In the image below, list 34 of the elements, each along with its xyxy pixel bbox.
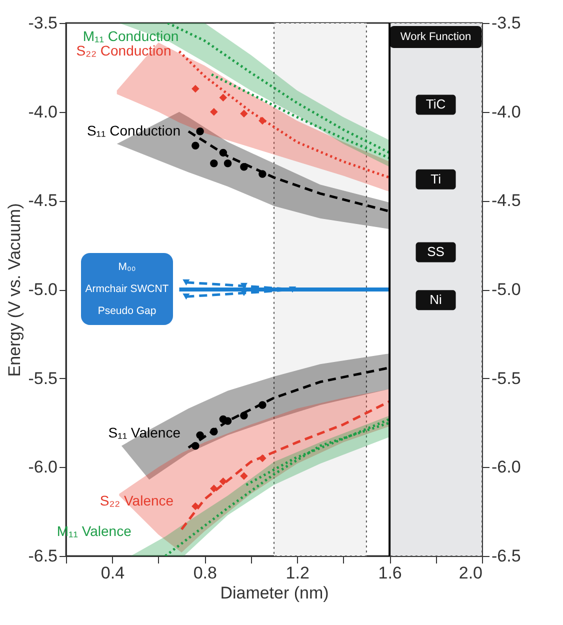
x-tick-label: 1.6 xyxy=(378,564,402,582)
x-tick-label: 0.4 xyxy=(100,564,125,582)
y2-tick-label: -6.5 xyxy=(492,546,521,566)
annotation: SS xyxy=(427,244,445,260)
y-tick-label: -4.5 xyxy=(28,191,58,210)
series-label: M₁₁ Conduction xyxy=(82,28,179,44)
series-label: S₂₂ Conduction xyxy=(76,42,172,58)
x-tick-label: 1.2 xyxy=(286,564,310,582)
y-tick-label: -6.0 xyxy=(28,458,58,477)
x-tick-label: 2.0 xyxy=(458,564,482,582)
x-axis-title: Diameter (nm) xyxy=(220,584,329,602)
y2-tick-label: -4.5 xyxy=(492,191,521,210)
y2-tick-label: -5.5 xyxy=(492,368,521,388)
y-axis-title: Energy (V vs. Vacuum) xyxy=(5,203,24,377)
series-label: S₂₂ Valence xyxy=(100,492,174,508)
y-tick-label: -6.5 xyxy=(28,546,58,566)
annotation: Pseudo Gap xyxy=(98,305,156,317)
y-tick-label: -5.0 xyxy=(28,280,58,299)
y2-tick-label: -4.0 xyxy=(492,102,521,122)
y-tick-label: -3.5 xyxy=(28,14,58,32)
y2-tick-label: -5.0 xyxy=(492,280,521,299)
x-tick-label: 0.8 xyxy=(193,564,217,582)
annotation: Armchair SWCNT xyxy=(85,283,170,295)
y2-tick-label: -3.5 xyxy=(492,14,521,32)
y2-tick-label: -6.0 xyxy=(492,458,521,477)
series-label: S₁₁ Valence xyxy=(108,424,181,441)
annotation: M₀₀ xyxy=(118,261,136,273)
y-tick-label: -4.0 xyxy=(28,102,58,122)
annotation: TiC xyxy=(426,96,446,112)
y-tick-label: -5.5 xyxy=(28,368,58,388)
annotation: Ti xyxy=(430,171,442,186)
annotation: Ni xyxy=(430,292,442,308)
series-label: S₁₁ Conduction xyxy=(86,122,180,138)
band-label: Work Function xyxy=(400,31,472,43)
